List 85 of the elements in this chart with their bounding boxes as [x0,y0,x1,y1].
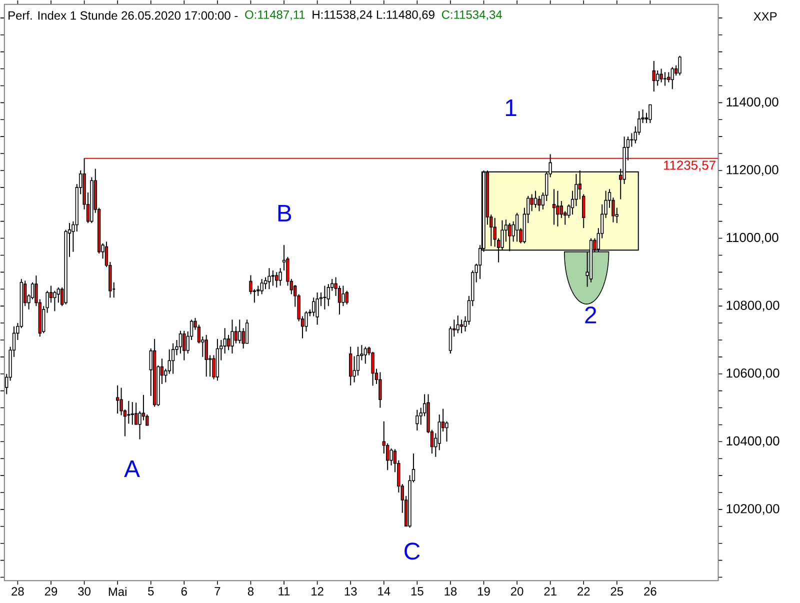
candlestick [445,421,448,442]
x-tick-label: 28 [12,587,24,596]
candlestick [316,292,319,326]
x-tick-label: 8 [248,587,254,596]
x-tick-label: 13 [344,587,357,596]
candlestick [630,132,634,148]
annotation: C:11534,34 [442,10,502,20]
y-tick-label: 10800,00 [726,300,780,312]
x-tick-label: 20 [510,587,524,596]
x-tick-label: 5 [148,587,154,596]
candlestick [456,315,460,334]
candlestick [234,326,238,344]
candlestick [663,72,667,86]
candlestick [670,66,674,90]
candlestick [182,330,186,362]
candlestick [342,285,345,307]
candlestick [53,290,56,312]
x-tick-label: 19 [478,587,490,596]
candlestick [648,104,652,124]
annotation: H:11538,24 L:11480,69 [312,10,434,20]
x-tick-label: 7 [214,587,220,596]
y-tick-label: 10600,00 [726,368,780,380]
y-tick-label: 11200,00 [726,165,778,176]
candlestick [660,68,663,84]
candlestick [130,402,134,426]
x-tick-label: 11 [278,587,290,596]
candlestick [552,188,556,226]
candlestick [204,334,208,378]
candlestick [56,287,60,304]
candlestick [556,190,560,228]
x-tick-label: 15 [411,587,424,596]
candlestick [275,272,278,288]
x-tick-label: 12 [312,587,324,596]
annotation: B [278,205,292,222]
text: XXP [754,12,777,21]
candlestick [171,343,175,375]
ref-line-label: 11235,57 [664,160,716,172]
candlestick [349,346,352,386]
annotation: C [404,542,420,560]
annotation: A [124,460,140,478]
candlestick [245,319,249,344]
x-tick-label: 29 [44,587,58,596]
candlestick [364,346,367,364]
candlestick [530,194,534,212]
candlestick [268,268,271,290]
candlestick [515,212,519,242]
annotation: 2 [585,306,596,324]
candlestick [230,319,234,354]
candlestick [226,334,230,351]
x-tick-label: 6 [181,587,187,596]
annotation: 1 [506,100,516,116]
candlestick [238,319,242,344]
candlestick [667,72,670,84]
y-tick-label: 10200,00 [726,504,780,516]
candlestick [271,270,275,286]
candlestick [416,410,419,432]
candlestick [534,190,538,208]
x-tick-label: 30 [78,587,90,596]
candlestick [656,70,660,86]
x-tick-label: Mai [108,587,126,596]
candlestick [678,56,682,76]
y-tick-label: 10400,00 [726,436,780,448]
candlestick [278,268,282,286]
annotation: O:11487,11 [245,10,305,20]
candlestick [378,372,382,408]
candlestick [134,402,138,426]
candlestick [323,285,326,310]
candlestick [178,330,182,354]
y-tick-label: 11000,00 [726,233,778,244]
x-tick-label: 18 [444,587,457,596]
x-tick-label: 25 [610,587,624,596]
x-tick-label: 26 [644,587,656,596]
chart-title: Perf. Index 1 Stunde 26.05.2020 17:00:00 - [8,11,238,20]
x-tick-label: 22 [578,587,590,596]
x-tick-label: 21 [544,587,556,596]
candlestick [260,278,264,295]
candlestick [345,290,348,306]
candlestick [460,319,464,334]
candlestick [652,60,656,92]
candlestick [127,400,130,424]
candlestick [223,328,226,354]
candlestick [116,385,120,414]
y-tick-label: 11400,00 [726,98,778,108]
candlestick [312,297,316,317]
x-tick-label: 14 [378,587,390,596]
